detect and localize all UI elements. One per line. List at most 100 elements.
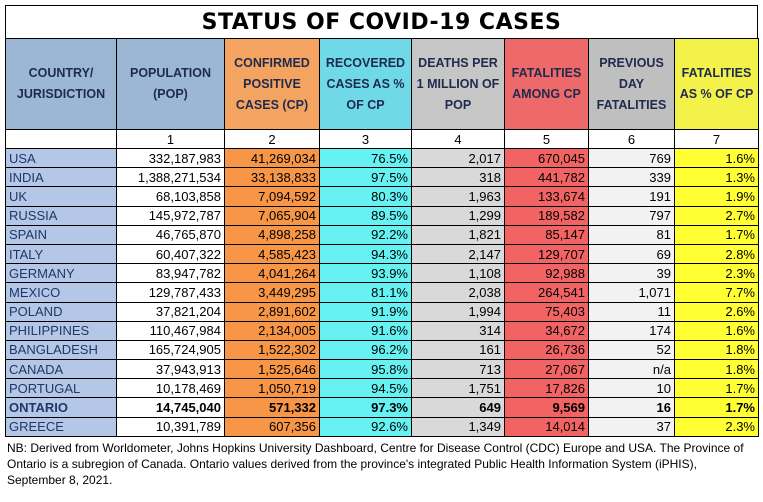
previous-day-cell: 769 (588, 147, 675, 169)
fatality-pct-cell: 1.6% (674, 147, 759, 169)
deaths-per-million-cell: 2,038 (411, 282, 505, 303)
recovered-pct-cell: 92.2% (319, 224, 412, 245)
column-number: 4 (411, 129, 505, 149)
previous-day-cell: 1,071 (588, 282, 675, 303)
confirmed-cell: 4,585,423 (224, 243, 320, 265)
deaths-per-million-cell: 1,349 (411, 416, 505, 437)
previous-day-cell: 797 (588, 205, 675, 226)
confirmed-cell: 7,094,592 (224, 186, 320, 207)
deaths-per-million-cell: 1,299 (411, 205, 505, 226)
country-cell: RUSSIA (5, 205, 117, 226)
population-cell: 46,765,870 (116, 224, 225, 245)
column-number (5, 129, 117, 149)
country-cell: UK (5, 186, 117, 207)
country-cell: BANGLADESH (5, 339, 117, 361)
table-row: BANGLADESH 165,724,905 1,522,302 96.2% 161 26… (5, 339, 759, 361)
previous-day-cell: 10 (588, 378, 675, 399)
deaths-per-million-cell: 1,751 (411, 378, 505, 399)
fatality-pct-cell: 1.7% (674, 397, 759, 418)
fatalities-cell: 129,707 (504, 243, 589, 265)
confirmed-cell: 2,134,005 (224, 320, 320, 341)
header-country: COUNTRY/ JURISDICTION (5, 38, 117, 130)
table-row: MEXICO 129,787,433 3,449,295 81.1% 2,038 264,… (5, 282, 759, 303)
table-row: SPAIN 46,765,870 4,898,258 92.2% 1,821 85,147… (5, 224, 759, 245)
deaths-per-million-cell: 1,963 (411, 186, 505, 207)
country-cell: PORTUGAL (5, 378, 117, 399)
country-cell: POLAND (5, 301, 117, 322)
country-cell: ONTARIO (5, 397, 117, 418)
deaths-per-million-cell: 649 (411, 397, 505, 418)
population-cell: 10,178,469 (116, 378, 225, 399)
confirmed-cell: 1,050,719 (224, 378, 320, 399)
header-recovered: RECOVERED CASES AS % OF CP (319, 38, 412, 130)
population-cell: 1,388,271,534 (116, 167, 225, 188)
table-row: INDIA 1,388,271,534 33,138,833 97.5% 318 441,… (5, 167, 759, 188)
column-number: 5 (504, 129, 589, 149)
fatalities-cell: 670,045 (504, 147, 589, 169)
previous-day-cell: 16 (588, 397, 675, 418)
report-title: STATUS OF COVID-19 CASES (5, 5, 758, 38)
fatalities-cell: 27,067 (504, 359, 589, 380)
fatalities-cell: 14,014 (504, 416, 589, 437)
fatality-pct-cell: 2.3% (674, 416, 759, 437)
deaths-per-million-cell: 161 (411, 339, 505, 361)
table-row: GREECE 10,391,789 607,356 92.6% 1,349 14,014 3… (5, 416, 759, 437)
confirmed-cell: 1,522,302 (224, 339, 320, 361)
deaths-per-million-cell: 713 (411, 359, 505, 380)
table-row: GERMANY 83,947,782 4,041,264 93.9% 1,108 92,9… (5, 263, 759, 284)
table-row: ITALY 60,407,322 4,585,423 94.3% 2,147 129,70… (5, 243, 759, 265)
recovered-pct-cell: 89.5% (319, 205, 412, 226)
fatality-pct-cell: 1.6% (674, 320, 759, 341)
table-row: PHILIPPINES 110,467,984 2,134,005 91.6% 314 3… (5, 320, 759, 341)
fatality-pct-cell: 1.9% (674, 186, 759, 207)
column-number: 1 (116, 129, 225, 149)
country-cell: SPAIN (5, 224, 117, 245)
fatality-pct-cell: 1.7% (674, 378, 759, 399)
recovered-pct-cell: 80.3% (319, 186, 412, 207)
country-cell: MEXICO (5, 282, 117, 303)
population-cell: 10,391,789 (116, 416, 225, 437)
fatalities-cell: 9,569 (504, 397, 589, 418)
column-number: 7 (674, 129, 759, 149)
population-cell: 83,947,782 (116, 263, 225, 284)
population-cell: 37,821,204 (116, 301, 225, 322)
country-cell: ITALY (5, 243, 117, 265)
header-deaths-per-million: DEATHS PER 1 MILLION OF POP (411, 38, 505, 130)
deaths-per-million-cell: 1,821 (411, 224, 505, 245)
table-body: USA 332,187,983 41,269,034 76.5% 2,017 670,04… (5, 147, 759, 437)
fatality-pct-cell: 7.7% (674, 282, 759, 303)
recovered-pct-cell: 96.2% (319, 339, 412, 361)
confirmed-cell: 607,356 (224, 416, 320, 437)
fatality-pct-cell: 2.8% (674, 243, 759, 265)
header-row: COUNTRY/ JURISDICTION POPULATION (POP) C… (5, 38, 759, 130)
recovered-pct-cell: 81.1% (319, 282, 412, 303)
column-number: 3 (319, 129, 412, 149)
deaths-per-million-cell: 2,147 (411, 243, 505, 265)
recovered-pct-cell: 93.9% (319, 263, 412, 284)
fatality-pct-cell: 2.6% (674, 301, 759, 322)
fatality-pct-cell: 2.3% (674, 263, 759, 284)
confirmed-cell: 571,332 (224, 397, 320, 418)
recovered-pct-cell: 92.6% (319, 416, 412, 437)
column-number: 2 (224, 129, 320, 149)
recovered-pct-cell: 97.5% (319, 167, 412, 188)
recovered-pct-cell: 76.5% (319, 147, 412, 169)
population-cell: 332,187,983 (116, 147, 225, 169)
population-cell: 129,787,433 (116, 282, 225, 303)
fatalities-cell: 133,674 (504, 186, 589, 207)
confirmed-cell: 33,138,833 (224, 167, 320, 188)
fatalities-cell: 26,736 (504, 339, 589, 361)
population-cell: 60,407,322 (116, 243, 225, 265)
header-population: POPULATION (POP) (116, 38, 225, 130)
deaths-per-million-cell: 2,017 (411, 147, 505, 169)
table-row: UK 68,103,858 7,094,592 80.3% 1,963 133,674 19… (5, 186, 759, 207)
header-fatalities: FATALITIES AMONG CP (504, 38, 589, 130)
previous-day-cell: 339 (588, 167, 675, 188)
population-cell: 37,943,913 (116, 359, 225, 380)
fatalities-cell: 85,147 (504, 224, 589, 245)
column-number-row: 1 2 3 4 5 6 7 (5, 129, 759, 149)
source-note: NB: Derived from Worldometer, Johns Hopk… (7, 440, 744, 487)
country-cell: CANADA (5, 359, 117, 380)
deaths-per-million-cell: 318 (411, 167, 505, 188)
confirmed-cell: 1,525,646 (224, 359, 320, 380)
